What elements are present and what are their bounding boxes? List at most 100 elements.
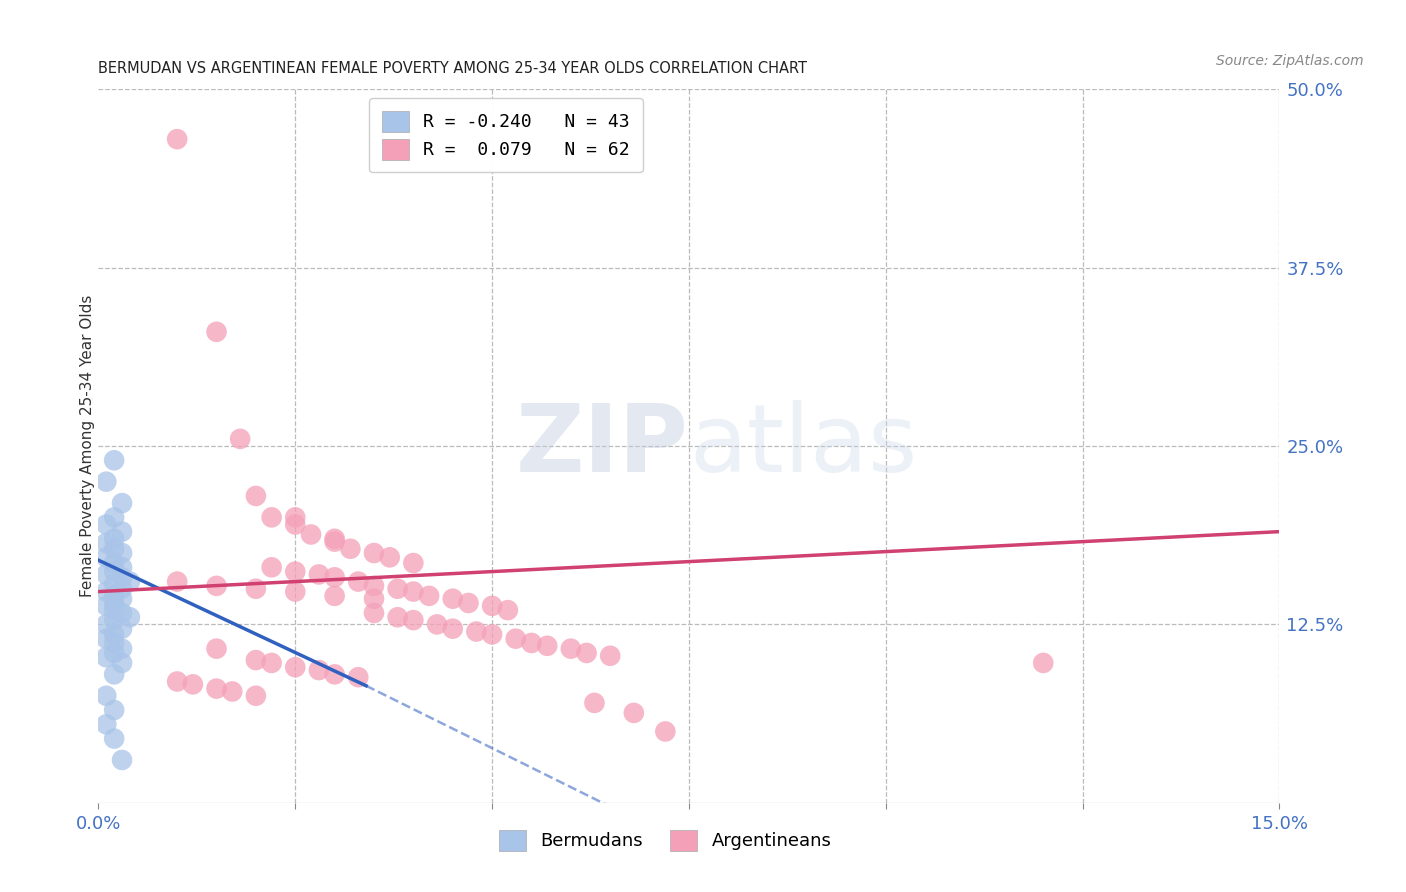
Point: [96, 584, 118, 599]
Point: [387, 582, 409, 596]
Point: [402, 613, 425, 627]
Point: [103, 541, 125, 556]
Point: [111, 622, 134, 636]
Point: [402, 584, 425, 599]
Point: [111, 560, 134, 574]
Point: [654, 724, 676, 739]
Point: [284, 584, 307, 599]
Point: [111, 570, 134, 584]
Point: [323, 667, 346, 681]
Point: [118, 574, 141, 589]
Point: [103, 453, 125, 467]
Point: [363, 546, 385, 560]
Point: [166, 132, 188, 146]
Point: [96, 717, 118, 731]
Point: [103, 731, 125, 746]
Text: atlas: atlas: [689, 400, 917, 492]
Point: [111, 606, 134, 620]
Point: [205, 681, 228, 696]
Point: [284, 660, 307, 674]
Point: [465, 624, 488, 639]
Point: [284, 565, 307, 579]
Text: ZIP: ZIP: [516, 400, 689, 492]
Point: [402, 556, 425, 570]
Point: [96, 599, 118, 613]
Point: [96, 517, 118, 532]
Point: [245, 582, 267, 596]
Point: [103, 667, 125, 681]
Point: [245, 489, 267, 503]
Point: [103, 646, 125, 660]
Legend: Bermudans, Argentineans: Bermudans, Argentineans: [492, 822, 839, 858]
Point: [103, 636, 125, 650]
Point: [441, 591, 464, 606]
Point: [623, 706, 645, 720]
Point: [575, 646, 598, 660]
Point: [96, 617, 118, 632]
Point: [418, 589, 440, 603]
Point: [96, 689, 118, 703]
Point: [363, 591, 385, 606]
Point: [111, 546, 134, 560]
Point: [599, 648, 621, 663]
Point: [347, 670, 370, 684]
Point: [205, 325, 228, 339]
Point: [387, 610, 409, 624]
Point: [520, 636, 543, 650]
Point: [205, 641, 228, 656]
Point: [323, 534, 346, 549]
Point: [103, 510, 125, 524]
Point: [103, 589, 125, 603]
Point: [103, 577, 125, 591]
Point: [103, 603, 125, 617]
Point: [111, 496, 134, 510]
Point: [536, 639, 558, 653]
Point: [205, 579, 228, 593]
Point: [323, 589, 346, 603]
Point: [323, 532, 346, 546]
Point: [260, 560, 283, 574]
Point: [111, 656, 134, 670]
Point: [111, 753, 134, 767]
Point: [363, 606, 385, 620]
Point: [457, 596, 479, 610]
Point: [111, 641, 134, 656]
Point: [103, 627, 125, 641]
Point: [426, 617, 449, 632]
Point: [103, 613, 125, 627]
Point: [441, 622, 464, 636]
Point: [103, 556, 125, 570]
Point: [103, 565, 125, 579]
Point: [496, 603, 519, 617]
Point: [111, 582, 134, 596]
Point: [96, 567, 118, 582]
Point: [560, 641, 582, 656]
Point: [166, 674, 188, 689]
Point: [111, 591, 134, 606]
Point: [96, 475, 118, 489]
Point: [1032, 656, 1054, 670]
Point: [103, 596, 125, 610]
Text: BERMUDAN VS ARGENTINEAN FEMALE POVERTY AMONG 25-34 YEAR OLDS CORRELATION CHART: BERMUDAN VS ARGENTINEAN FEMALE POVERTY A…: [98, 61, 807, 76]
Point: [245, 689, 267, 703]
Point: [505, 632, 527, 646]
Point: [284, 517, 307, 532]
Point: [481, 627, 503, 641]
Point: [339, 541, 361, 556]
Point: [481, 599, 503, 613]
Point: [229, 432, 252, 446]
Point: [299, 527, 322, 541]
Point: [323, 570, 346, 584]
Point: [378, 550, 401, 565]
Point: [583, 696, 606, 710]
Point: [96, 536, 118, 550]
Point: [96, 632, 118, 646]
Point: [181, 677, 204, 691]
Y-axis label: Female Poverty Among 25-34 Year Olds: Female Poverty Among 25-34 Year Olds: [80, 295, 94, 597]
Point: [284, 510, 307, 524]
Point: [96, 650, 118, 665]
Point: [111, 524, 134, 539]
Point: [308, 663, 330, 677]
Point: [166, 574, 188, 589]
Point: [221, 684, 243, 698]
